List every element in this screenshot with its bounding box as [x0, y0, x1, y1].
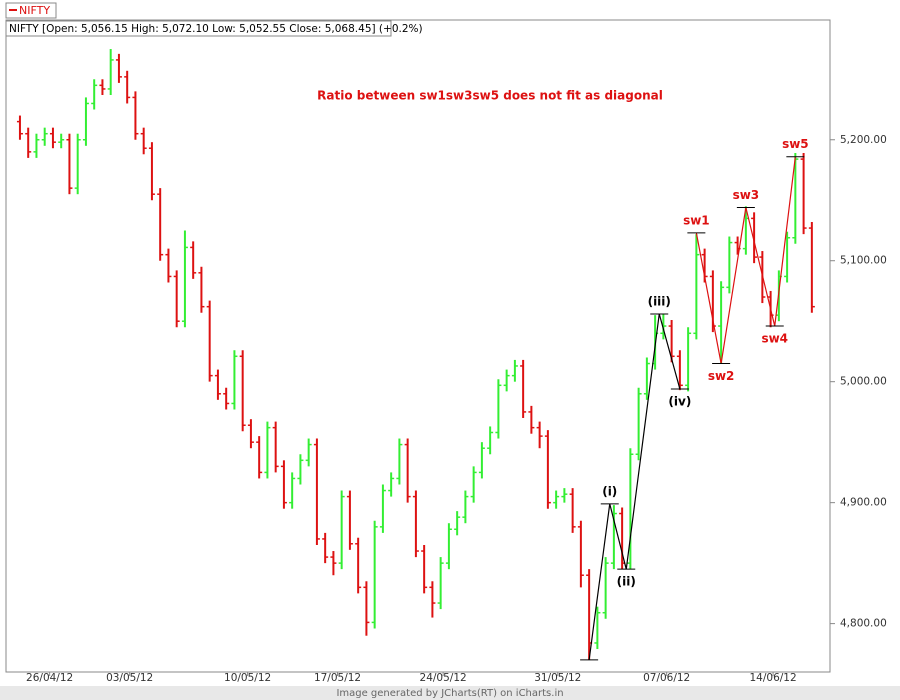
y-tick-label: 4,800.00 [840, 618, 887, 630]
footer: Image generated by JCharts(RT) on iChart… [336, 688, 563, 699]
x-tick-label: 03/05/12 [106, 672, 153, 684]
x-tick-label: 10/05/12 [224, 672, 271, 684]
y-tick-label: 5,200.00 [840, 134, 887, 146]
wave-label: sw3 [733, 188, 760, 202]
wave-label: sw2 [708, 369, 735, 383]
wave-label: (ii) [617, 575, 636, 589]
x-tick-label: 26/04/12 [26, 672, 73, 684]
y-tick-label: 4,900.00 [840, 497, 887, 509]
info-box [5, 20, 392, 37]
x-tick-label: 24/05/12 [420, 672, 467, 684]
annotation: Ratio between sw1sw3sw5 does not fit as … [317, 89, 663, 103]
wave-label: sw4 [761, 332, 788, 346]
x-tick-label: 14/06/12 [749, 672, 796, 684]
legend-label: NIFTY [19, 4, 50, 17]
wave-label: (i) [602, 484, 617, 498]
x-tick-label: 31/05/12 [534, 672, 581, 684]
wave-label: sw1 [683, 213, 710, 227]
wave-label: sw5 [782, 137, 809, 151]
legend-box [5, 2, 57, 19]
x-tick-label: 07/06/12 [643, 672, 690, 684]
info-text: NIFTY [Open: 5,056.15 High: 5,072.10 Low… [9, 23, 423, 35]
y-tick-label: 5,000.00 [840, 376, 887, 388]
x-tick-label: 17/05/12 [314, 672, 361, 684]
footer-bar [0, 686, 900, 700]
wave-label: (iii) [648, 294, 671, 308]
plot-frame [5, 19, 831, 673]
y-tick-label: 5,100.00 [840, 255, 887, 267]
wave-label: (iv) [668, 394, 691, 408]
